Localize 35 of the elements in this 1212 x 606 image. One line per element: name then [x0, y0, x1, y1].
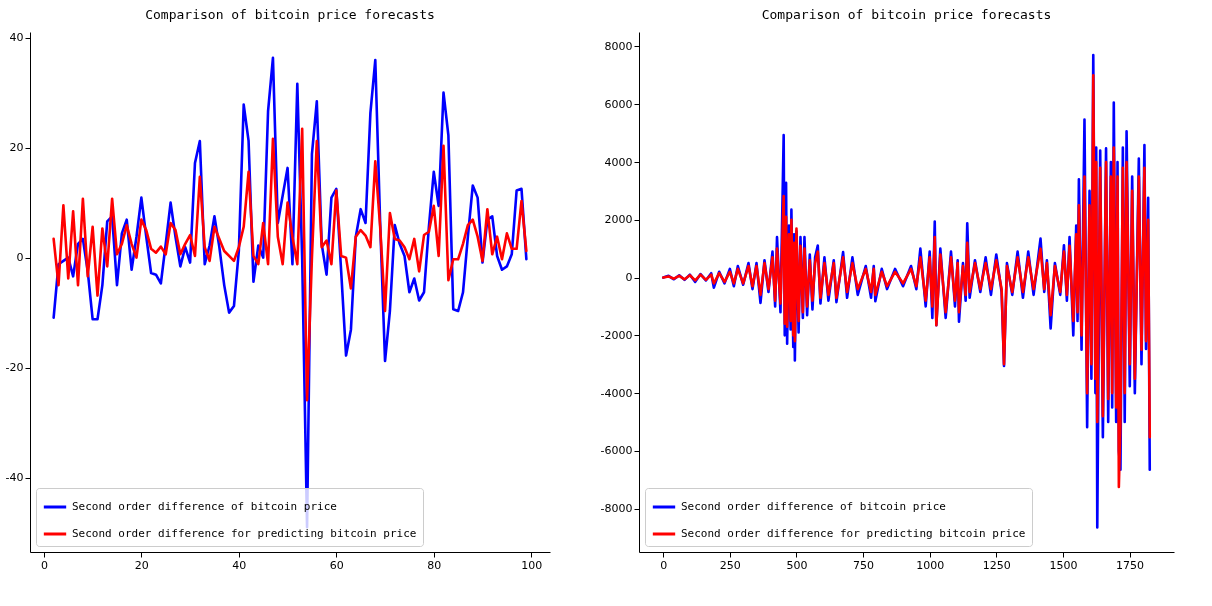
line-series — [52, 127, 528, 402]
y-tick-label: 0 — [625, 271, 633, 285]
x-tick-label: 80 — [427, 558, 442, 572]
x-tick-label: 250 — [719, 558, 741, 572]
chart-title: Comparison of bitcoin price forecasts — [761, 7, 1052, 22]
x-tick-label: 1750 — [1116, 558, 1145, 572]
chart-title: Comparison of bitcoin price forecasts — [145, 6, 435, 22]
y-tick-label: 8000 — [604, 39, 633, 53]
y-tick-label: -8000 — [600, 502, 633, 516]
x-tick-label: 0 — [40, 558, 48, 572]
x-tick-label: 40 — [232, 558, 247, 572]
x-tick-label: 60 — [329, 558, 344, 572]
y-tick-label: -4000 — [600, 386, 633, 400]
legend-label: Second order difference for predicting bitcoin price — [72, 527, 417, 540]
y-tick-label: -20 — [5, 361, 24, 375]
x-tick-label: 20 — [134, 558, 149, 572]
y-tick-label: -2000 — [600, 328, 633, 342]
x-tick-label: 100 — [521, 558, 543, 572]
y-tick-label: -6000 — [600, 444, 633, 458]
y-tick-label: 20 — [9, 141, 24, 155]
x-tick-label: 1500 — [1049, 558, 1078, 572]
x-tick-label: 750 — [853, 558, 875, 572]
y-tick-label: 0 — [16, 251, 24, 265]
legend-label: Second order difference of bitcoin price — [681, 500, 946, 513]
y-tick-label: 2000 — [604, 213, 633, 227]
legend-label: Second order difference for predicting bitcoin price — [681, 527, 1026, 540]
x-tick-label: 1000 — [916, 558, 945, 572]
x-tick-label: 1250 — [982, 558, 1011, 572]
x-tick-label: 500 — [786, 558, 808, 572]
x-tick-label: 0 — [660, 558, 668, 572]
y-tick-label: 6000 — [604, 97, 633, 111]
y-tick-label: -40 — [5, 471, 24, 485]
legend-label: Second order difference of bitcoin price — [72, 500, 337, 513]
y-tick-label: 40 — [9, 31, 24, 44]
y-tick-label: 4000 — [604, 155, 633, 169]
